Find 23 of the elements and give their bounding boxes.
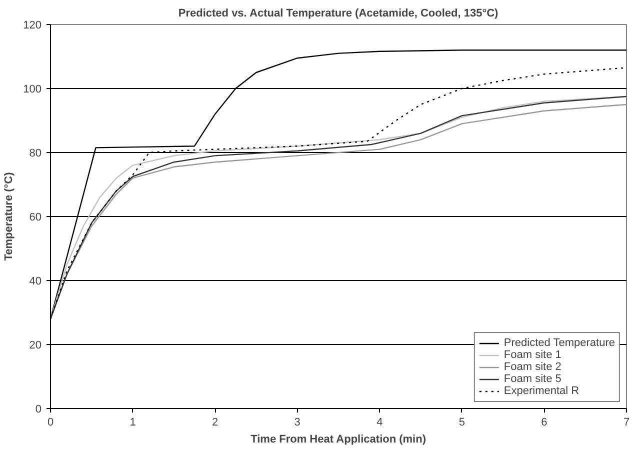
y-tick-label: 80	[29, 148, 42, 160]
legend-label: Foam site 1	[504, 349, 562, 361]
legend-label: Experimental R	[504, 385, 580, 397]
y-tick-label: 100	[23, 84, 42, 96]
legend-label: Foam site 2	[504, 361, 562, 373]
legend-label: Predicted Temperature	[504, 337, 615, 349]
y-tick-label: 120	[23, 20, 42, 32]
y-axis-title: Temperature (°C)	[3, 172, 16, 261]
x-tick-label: 6	[541, 416, 548, 428]
x-tick-label: 7	[623, 416, 630, 428]
x-axis-title: Time From Heat Application (min)	[250, 434, 426, 446]
x-tick-label: 3	[294, 416, 300, 428]
x-tick-label: 5	[458, 416, 465, 428]
x-tick-label: 0	[47, 416, 54, 428]
x-tick-label: 1	[130, 416, 136, 428]
y-tick-label: 40	[29, 276, 42, 288]
chart-title: Predicted vs. Actual Temperature (Acetamide, Cooled, 135°C)	[178, 8, 499, 20]
y-tick-label: 0	[35, 404, 42, 416]
x-tick-label: 2	[212, 416, 218, 428]
y-tick-label: 60	[29, 212, 42, 224]
legend-label: Foam site 5	[504, 373, 562, 385]
y-tick-label: 20	[29, 340, 42, 352]
x-tick-label: 4	[376, 416, 383, 428]
